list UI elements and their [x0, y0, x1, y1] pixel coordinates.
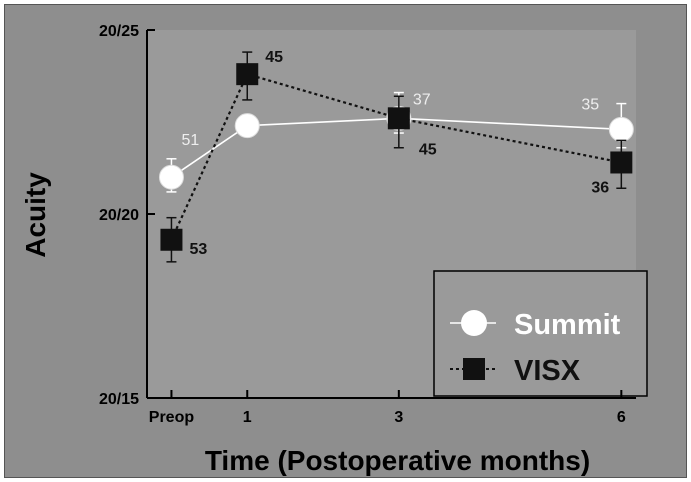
data-label-summit: 35 — [581, 96, 599, 113]
series-line-visx — [170, 72, 622, 241]
series-visx: 53 45 45 36 — [160, 49, 633, 263]
legend-visx-marker — [463, 358, 485, 380]
data-point-summit — [608, 116, 634, 142]
data-point-summit — [234, 113, 260, 139]
data-point-visx — [236, 63, 259, 86]
data-label-visx: 45 — [419, 141, 437, 158]
y-tick-label: 20/20 — [99, 207, 139, 224]
legend-visx-label: VISX — [514, 355, 581, 387]
data-label-visx: 45 — [265, 49, 283, 66]
legend-summit-label: Summit — [514, 309, 621, 341]
legend-summit-marker — [461, 310, 487, 336]
y-axis-title: Acuity — [20, 172, 51, 258]
data-label-summit: 37 — [413, 91, 431, 108]
data-label-visx: 53 — [189, 241, 207, 258]
data-point-summit — [158, 164, 184, 190]
x-tick-label: Preop — [149, 409, 195, 426]
data-label-summit: 51 — [181, 132, 199, 149]
legend: Summit VISX — [433, 270, 648, 397]
series-summit: 51 37 35 — [158, 91, 634, 193]
data-point-visx — [387, 107, 410, 130]
x-tick-label: 6 — [617, 409, 626, 426]
data-point-visx — [160, 228, 183, 251]
x-tick-label: 3 — [394, 409, 403, 426]
x-axis-title: Time (Postoperative months) — [205, 445, 590, 476]
data-point-visx — [610, 151, 633, 174]
series-layer: 51 37 35 53 45 45 36 — [158, 49, 634, 263]
y-tick-label: 20/25 — [99, 23, 139, 40]
y-tick-label: 20/15 — [99, 391, 139, 408]
x-tick-label: 1 — [243, 409, 252, 426]
series-line-summit — [171, 117, 622, 178]
data-label-visx: 36 — [591, 179, 609, 196]
